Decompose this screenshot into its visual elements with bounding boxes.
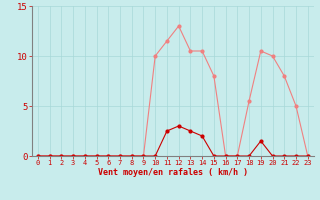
- X-axis label: Vent moyen/en rafales ( km/h ): Vent moyen/en rafales ( km/h ): [98, 168, 248, 177]
